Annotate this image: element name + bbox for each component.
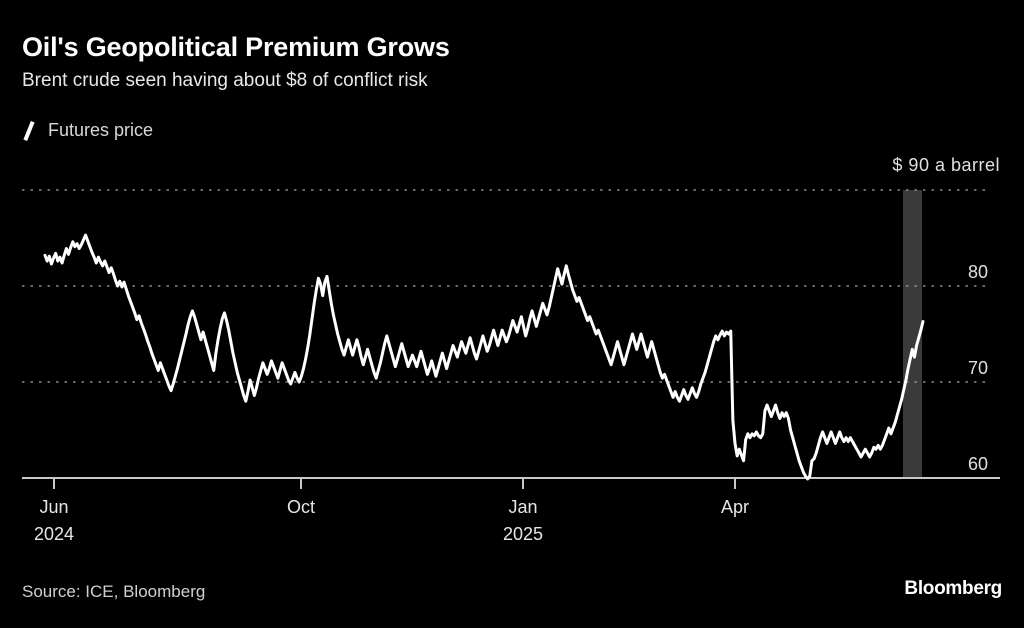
highlight-band — [903, 190, 922, 478]
page-title: Oil's Geopolitical Premium Grows — [22, 32, 450, 62]
x-axis-label: Jun 2024 — [33, 497, 75, 544]
legend-series-label: Futures price — [48, 120, 154, 140]
series-line-futures-price — [43, 233, 925, 481]
bloomberg-logo: Bloomberg — [904, 578, 1002, 599]
y-axis-label: 70 — [967, 358, 988, 378]
x-axis-label: Apr — [720, 497, 749, 517]
source-note: Source: ICE, Bloomberg — [22, 582, 206, 601]
chart-legend: Futures price — [22, 120, 153, 141]
page-subtitle: Brent crude seen having about $8 of conf… — [22, 70, 428, 91]
y-axis-label: 80 — [967, 262, 988, 282]
x-axis-label: Jan 2025 — [502, 497, 544, 544]
y-axis-label: 60 — [967, 454, 988, 474]
x-axis-label: Oct — [286, 497, 315, 517]
axis-unit-label: $ 90 a barrel — [892, 155, 1000, 175]
